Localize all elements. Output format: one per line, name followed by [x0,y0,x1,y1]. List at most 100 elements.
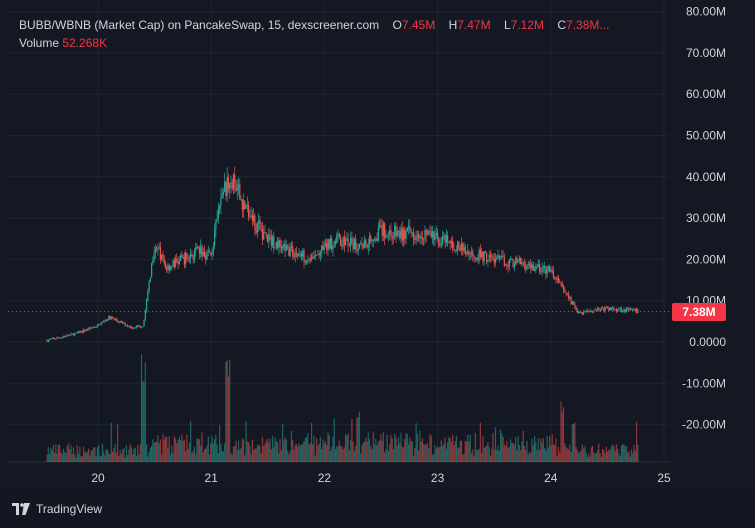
volume-bar [450,441,453,462]
volume-bar [430,435,432,462]
volume-bar [187,449,189,462]
candle-body [346,238,348,241]
volume-bar [75,457,77,462]
volume-bar [179,440,182,462]
volume-bar [571,424,573,462]
volume-bar [350,440,352,462]
volume-bar [290,430,293,462]
candle-body [123,322,125,324]
volume-bar [88,448,90,462]
candle-body [59,337,61,339]
candle-body [217,208,219,219]
tradingview-logo[interactable]: TradingView [12,502,102,516]
candle-body [71,333,73,335]
candle-body [114,319,116,320]
volume-bar [202,452,204,462]
volume-bar [283,440,285,462]
candle-body [215,220,217,230]
candle-body [328,239,330,249]
candle-body [468,250,470,255]
candle-body [285,246,287,251]
candle-body [310,256,313,260]
volume-bar [370,446,372,462]
candle-body [421,236,424,239]
candle-body [591,311,594,313]
candle-body [314,254,316,257]
volume-bar [588,453,590,462]
candle-body [518,257,521,261]
volume-bar [415,422,417,462]
candle-body [545,266,547,275]
volume-bar [64,451,66,462]
candle-body [590,310,592,312]
candle-body [613,308,615,310]
volume-bar [590,447,592,462]
volume-bar [336,445,338,462]
y-axis[interactable]: 80.00M 70.00M 60.00M 50.00M 40.00M 30.00M 20.0… [682,5,726,432]
volume-bar [135,455,138,462]
candle-body [295,252,298,254]
candle-body [162,254,164,258]
candle-body [630,308,633,310]
candle-body [617,309,619,312]
volume-bar [211,436,213,462]
volume-bar [551,434,553,462]
volume-bars [46,354,639,462]
candle-body [544,266,546,268]
volume-bar [465,441,468,462]
candle-body [329,238,332,249]
volume-bar [356,417,358,462]
volume-bar [380,434,382,462]
candle-body [497,255,499,258]
candle-body [542,267,544,268]
candle-body [219,204,221,209]
candle-body [533,269,536,271]
footer-bar: TradingView [0,490,755,528]
candle-body [145,300,148,311]
volume-bar [317,446,319,462]
candle-body [481,251,483,258]
candle-body [129,325,131,328]
volume-bar [313,435,315,462]
volume-bar [601,448,604,462]
volume-bar [483,447,485,462]
volume-bar [274,437,276,462]
y-tick-label: 0.0000 [689,335,726,349]
volume-bar [425,444,427,462]
volume-bar [569,444,571,462]
x-tick-label: 23 [431,471,445,485]
candle-body [448,241,450,243]
candle-body [510,259,512,260]
candle-body [61,337,63,339]
candle-body [205,254,207,260]
volume-bar [206,445,208,462]
volume-bar [269,438,271,462]
candle-body [148,281,150,292]
candle-body [158,246,160,248]
candle-body [624,309,626,312]
volume-bar [85,452,87,462]
volume-bar [289,451,291,462]
candle-body [358,244,361,249]
volume-bar [103,451,105,462]
candle-body [266,235,269,242]
volume-bar [221,450,223,462]
candle-body [186,252,188,259]
volume-bar [307,433,309,462]
y-tick-label: 70.00M [686,46,726,60]
volume-bar [82,446,85,462]
volume-bar [575,446,577,462]
candle-body [411,232,413,234]
volume-bar [520,450,522,462]
candle-body [139,325,141,327]
volume-bar [525,450,527,462]
candle-body [251,215,253,221]
volume-bar [333,418,335,462]
volume-bar [532,445,534,462]
x-axis[interactable]: 20 21 22 23 24 25 [91,471,671,485]
volume-bar [624,446,626,462]
candle-body [476,257,478,259]
candle-body [300,253,303,257]
